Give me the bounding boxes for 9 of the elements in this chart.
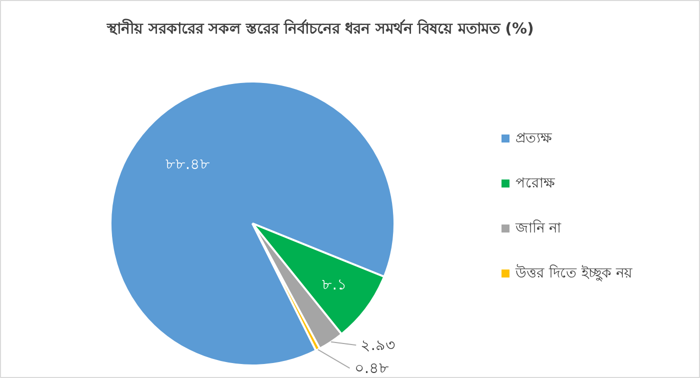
chart-title: স্থানীয় সরকারের সকল স্তরের নির্বাচনের ধরন সমর্থন বিষয়ে মতামত (%) xyxy=(106,18,534,38)
data-label: ২.৯৩ xyxy=(360,336,396,354)
legend-label: উত্তর দিতে ইচ্ছুক নয় xyxy=(514,264,633,282)
data-label: ৮৮.৪৮ xyxy=(165,154,210,173)
legend-label: জানি না xyxy=(514,220,562,236)
legend-label: পরোক্ষ xyxy=(516,176,556,192)
data-label: ৮.১ xyxy=(322,275,347,294)
data-label: ০.৪৮ xyxy=(354,359,390,378)
legend-label: প্রত্যক্ষ xyxy=(516,130,552,146)
